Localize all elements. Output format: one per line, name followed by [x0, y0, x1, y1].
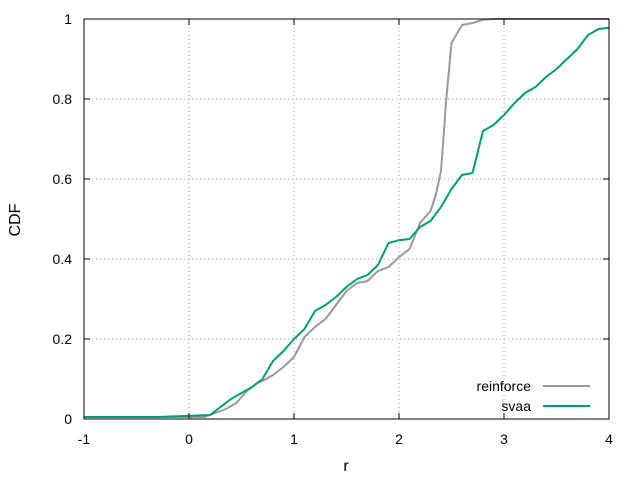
axis-ticks: -1 0 1 2 3 4 0 0.2 0.4 0.6 0.8 1: [53, 11, 614, 447]
y-axis-label: CDF: [7, 203, 24, 236]
y-tick-label: 0.4: [53, 251, 73, 267]
y-tick-label: 0.8: [53, 91, 73, 107]
y-tick-label: 0: [64, 411, 72, 427]
grid: [84, 19, 609, 419]
x-tick-label: 4: [605, 431, 613, 447]
y-tick-label: 1: [64, 11, 72, 27]
series-line-reinforce: [84, 18, 609, 418]
legend: reinforce svaa: [477, 378, 590, 414]
x-tick-label: 1: [290, 431, 298, 447]
x-tick-label: 2: [395, 431, 403, 447]
series-line-svaa: [84, 26, 610, 418]
x-axis-label: r: [343, 458, 349, 475]
x-tick-label: 3: [500, 431, 508, 447]
series-lines: [84, 18, 610, 418]
legend-label-reinforce: reinforce: [477, 378, 532, 394]
y-tick-label: 0.2: [53, 331, 73, 347]
plot-frame: [83, 18, 610, 420]
x-tick-label: -1: [78, 431, 91, 447]
legend-label-svaa: svaa: [501, 398, 531, 414]
x-tick-label: 0: [185, 431, 193, 447]
y-tick-label: 0.6: [53, 171, 73, 187]
